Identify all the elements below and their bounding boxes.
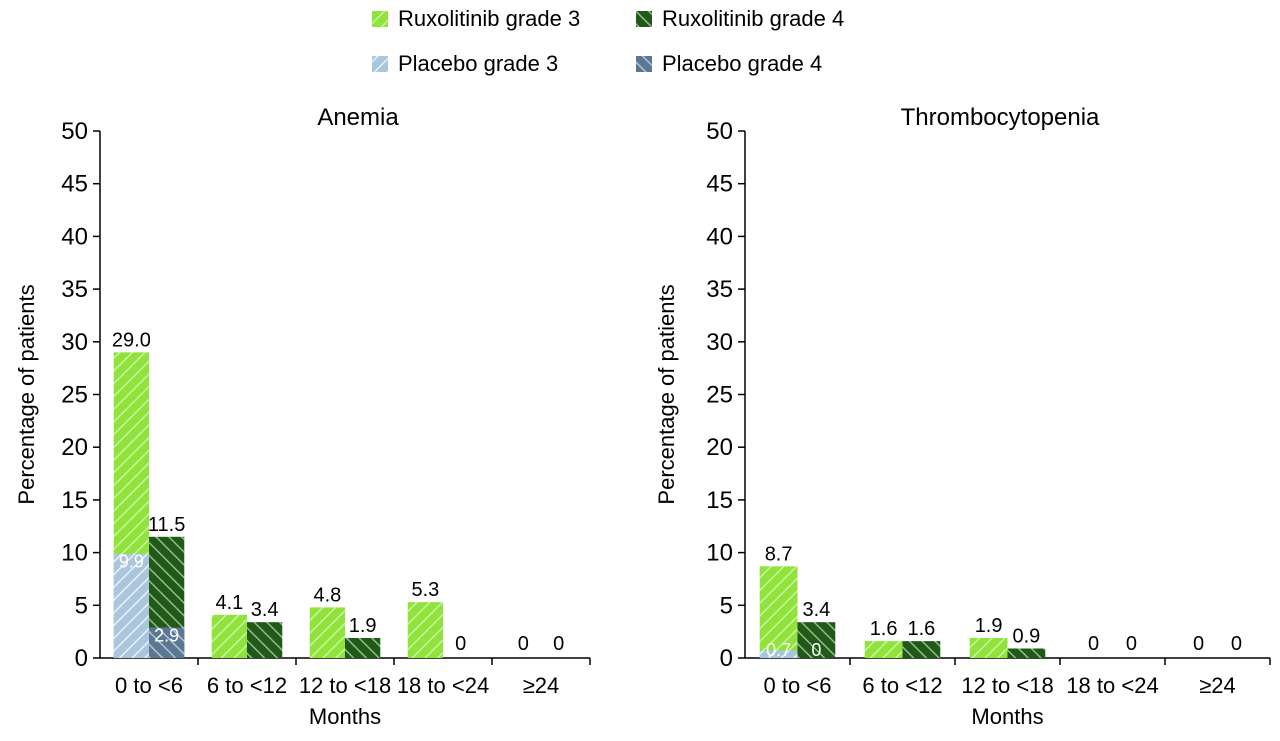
data-label: 0 [518,633,529,655]
data-label: 0 [1088,633,1099,655]
chart-title: Thrombocytopenia [901,104,1100,131]
x-tick-label: 12 to <18 [961,673,1053,698]
x-tick-label: ≥24 [523,673,560,698]
x-tick-label: 6 to <12 [207,673,287,698]
legend-label: Placebo grade 3 [398,51,558,76]
bar-rux-g3 [759,566,798,658]
y-tick-label: 20 [61,434,88,461]
data-label: 0 [1126,633,1137,655]
y-tick-label: 15 [706,487,733,514]
data-label-placebo: 2.9 [154,625,179,645]
bar-rux-g4 [345,637,381,658]
bar-rux-g4 [797,622,836,658]
chart-title: Anemia [317,104,399,131]
y-tick-label: 50 [706,118,733,145]
data-label: 11.5 [148,514,185,536]
x-tick-label: 0 to <6 [115,673,183,698]
data-label-placebo: 0.7 [766,640,791,660]
x-tick-label: 0 to <6 [764,673,832,698]
bar-pla-g3 [113,553,149,658]
x-tick-label: 6 to <12 [862,673,942,698]
data-label: 0 [553,633,564,655]
bar-rux-g4 [902,641,941,658]
bar-rux-g3 [864,641,903,658]
y-tick-label: 35 [706,276,733,303]
legend-label: Placebo grade 4 [662,51,822,76]
y-tick-label: 0 [75,645,88,672]
y-tick-label: 20 [706,434,733,461]
data-label: 8.7 [765,543,793,565]
legend-swatch [636,11,652,27]
legend-swatch [636,56,652,72]
data-label: 1.9 [975,615,1003,637]
y-tick-label: 30 [706,329,733,356]
legend-label: Ruxolitinib grade 3 [398,6,580,31]
y-tick-label: 5 [720,592,733,619]
y-axis-label: Percentage of patients [14,284,39,504]
data-label: 0 [455,633,466,655]
y-tick-label: 45 [706,171,733,198]
y-tick-label: 5 [75,592,88,619]
y-tick-label: 30 [61,329,88,356]
x-tick-label: ≥24 [1199,673,1236,698]
x-tick-label: 18 to <24 [397,673,489,698]
legend-item-rux-g4: Ruxolitinib grade 4 [636,6,844,31]
legend-item-pla-g3: Placebo grade 3 [372,51,558,76]
x-tick-label: 12 to <18 [299,673,391,698]
chart-panel-anemia: Anemia Percentage of patients 0 5 10 15 20 25 30… [14,104,591,729]
data-label: 1.6 [907,618,935,640]
y-tick-label: 40 [706,223,733,250]
data-label: 0.9 [1012,626,1040,648]
legend-label: Ruxolitinib grade 4 [662,6,844,31]
y-tick-label: 10 [706,540,733,567]
y-tick-label: 25 [61,382,88,409]
y-tick-label: 50 [61,118,88,145]
legend-item-pla-g4: Placebo grade 4 [636,51,822,76]
data-label: 3.4 [251,599,279,621]
legend: Ruxolitinib grade 3 Ruxolitinib grade 4 Pl… [372,6,844,76]
y-tick-label: 40 [61,223,88,250]
bar-rux-g4 [247,622,283,658]
x-axis-label: Months [971,704,1043,729]
data-label: 0 [1231,633,1242,655]
y-tick-label: 25 [706,382,733,409]
data-label: 4.1 [215,592,243,614]
bar-rux-g3 [407,602,443,658]
data-label-placebo: 0 [811,640,821,660]
bar-rux-g3 [969,637,1008,658]
data-label: 4.8 [313,584,341,606]
y-axis-label: Percentage of patients [654,284,679,504]
data-label: 0 [1193,633,1204,655]
bar-pla-g3 [759,650,798,658]
data-label: 5.3 [411,579,439,601]
x-axis-label: Months [309,704,381,729]
data-label: 1.9 [349,615,377,637]
y-tick-label: 15 [61,487,88,514]
legend-swatch [372,11,388,27]
bar-rux-g4 [1007,648,1046,658]
data-label: 1.6 [870,618,898,640]
y-tick-label: 35 [61,276,88,303]
data-label: 29.0 [112,329,151,351]
x-tick-label: 18 to <24 [1066,673,1158,698]
chart-panel-thrombocytopenia: Thrombocytopenia Percentage of patients 0 5… [654,104,1271,729]
y-tick-label: 45 [61,171,88,198]
legend-swatch [372,56,388,72]
y-tick-label: 0 [720,645,733,672]
data-label: 3.4 [802,599,830,621]
legend-item-rux-g3: Ruxolitinib grade 3 [372,6,580,31]
bar-pla-g4 [149,627,185,658]
y-tick-label: 10 [61,540,88,567]
bar-rux-g3 [211,614,247,658]
data-label-placebo: 9.9 [119,552,144,572]
bar-rux-g3 [309,607,345,658]
